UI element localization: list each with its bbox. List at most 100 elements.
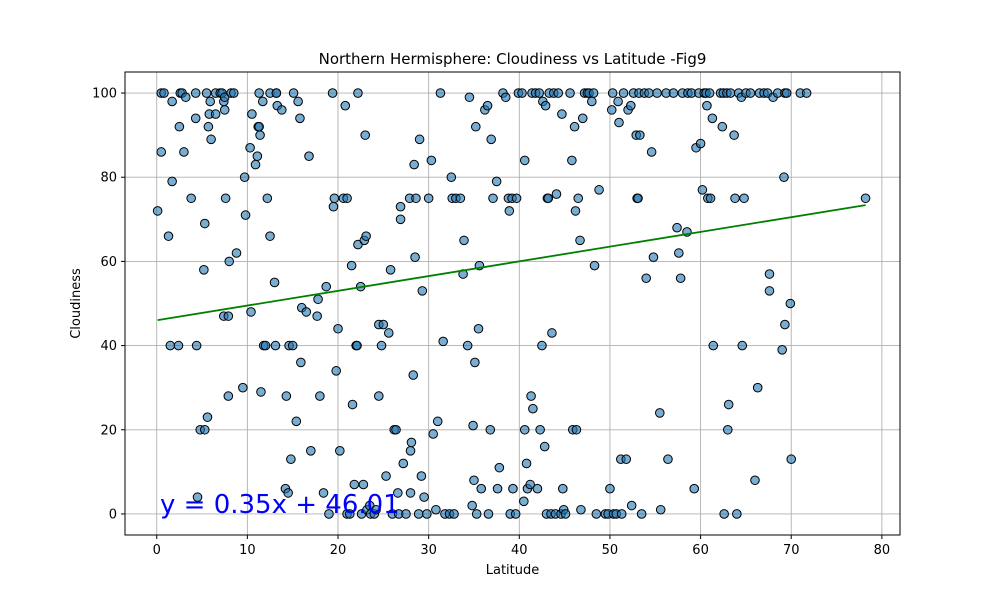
data-point bbox=[283, 488, 293, 498]
data-point bbox=[426, 155, 437, 166]
data-point bbox=[648, 252, 659, 263]
x-tick-label: 50 bbox=[602, 543, 619, 558]
data-point bbox=[360, 130, 371, 140]
data-point bbox=[315, 391, 325, 401]
data-point bbox=[210, 109, 221, 119]
data-point bbox=[199, 424, 210, 435]
data-point bbox=[704, 88, 715, 98]
data-point bbox=[468, 420, 478, 431]
data-point bbox=[277, 105, 287, 115]
data-point bbox=[271, 88, 282, 98]
ticks-layer: 0 10 20 30 40 50 60 70 80 0 20 40 60 80 100 bbox=[92, 87, 890, 558]
data-point bbox=[737, 340, 748, 351]
data-point bbox=[565, 88, 575, 98]
data-point bbox=[589, 260, 600, 271]
data-point bbox=[395, 201, 406, 212]
data-point bbox=[705, 193, 716, 204]
data-point bbox=[391, 424, 401, 435]
data-point bbox=[752, 382, 763, 393]
data-point bbox=[621, 454, 632, 465]
x-tick-label: 0 bbox=[153, 543, 161, 558]
data-point bbox=[535, 424, 545, 435]
data-point bbox=[723, 399, 734, 410]
data-point bbox=[614, 117, 624, 128]
data-point bbox=[201, 88, 212, 98]
data-point bbox=[570, 206, 581, 216]
data-point bbox=[633, 193, 643, 204]
data-point bbox=[745, 88, 756, 98]
data-point bbox=[485, 424, 496, 435]
data-point bbox=[652, 88, 662, 98]
data-point bbox=[594, 185, 604, 195]
data-point bbox=[318, 488, 329, 498]
data-point bbox=[295, 113, 305, 124]
data-point bbox=[587, 96, 597, 107]
data-point bbox=[525, 479, 535, 490]
data-point bbox=[262, 193, 273, 204]
data-point bbox=[470, 121, 481, 132]
data-point bbox=[192, 492, 203, 502]
data-point bbox=[287, 340, 298, 351]
data-point bbox=[613, 96, 623, 107]
data-point bbox=[347, 399, 358, 410]
data-point bbox=[473, 323, 484, 334]
data-point bbox=[358, 479, 369, 490]
data-point bbox=[247, 109, 257, 119]
data-point bbox=[528, 403, 538, 414]
data-point bbox=[203, 121, 214, 132]
data-point bbox=[346, 260, 357, 271]
data-point bbox=[697, 185, 708, 195]
data-point bbox=[250, 159, 261, 170]
y-tick-label: 60 bbox=[100, 255, 117, 270]
data-point bbox=[228, 88, 239, 98]
chart-title: Northern Hermisphere: Cloudiness vs Lati… bbox=[319, 50, 707, 68]
data-point bbox=[163, 231, 174, 241]
data-point bbox=[494, 462, 505, 473]
data-point bbox=[781, 88, 792, 98]
data-point bbox=[219, 105, 230, 115]
data-point bbox=[553, 88, 564, 98]
data-point bbox=[510, 509, 521, 519]
data-point bbox=[464, 92, 475, 103]
data-point bbox=[730, 193, 740, 204]
data-point bbox=[381, 471, 391, 481]
data-point bbox=[405, 446, 416, 456]
data-point bbox=[353, 88, 363, 98]
regression-line bbox=[157, 204, 866, 322]
data-point bbox=[190, 88, 201, 98]
data-point bbox=[455, 193, 466, 204]
data-point bbox=[260, 340, 271, 351]
data-point bbox=[312, 311, 322, 321]
data-point bbox=[428, 429, 438, 439]
data-point bbox=[504, 206, 515, 216]
data-point bbox=[625, 100, 636, 111]
data-point bbox=[281, 391, 292, 401]
data-point bbox=[335, 446, 345, 456]
data-point bbox=[331, 366, 341, 376]
regression-equation: y = 0.35x + 46.01 bbox=[160, 490, 400, 520]
data-point bbox=[179, 147, 189, 157]
data-point bbox=[417, 286, 428, 296]
data-point bbox=[408, 370, 419, 380]
data-point bbox=[371, 504, 381, 515]
data-point bbox=[708, 340, 719, 351]
data-point bbox=[486, 134, 496, 145]
data-point bbox=[764, 286, 775, 296]
data-point bbox=[606, 105, 617, 115]
data-point bbox=[482, 100, 493, 111]
data-point bbox=[511, 193, 522, 204]
data-point bbox=[519, 155, 530, 166]
data-point bbox=[223, 311, 234, 321]
data-point bbox=[254, 121, 264, 132]
data-point bbox=[750, 475, 760, 486]
data-point bbox=[269, 277, 280, 288]
data-point bbox=[173, 340, 184, 351]
data-point bbox=[431, 504, 441, 515]
data-point bbox=[519, 496, 529, 507]
data-point bbox=[517, 88, 527, 98]
data-point bbox=[537, 340, 547, 351]
data-point bbox=[641, 273, 651, 284]
data-point bbox=[296, 357, 306, 368]
data-point bbox=[777, 345, 787, 355]
data-point bbox=[739, 193, 749, 204]
